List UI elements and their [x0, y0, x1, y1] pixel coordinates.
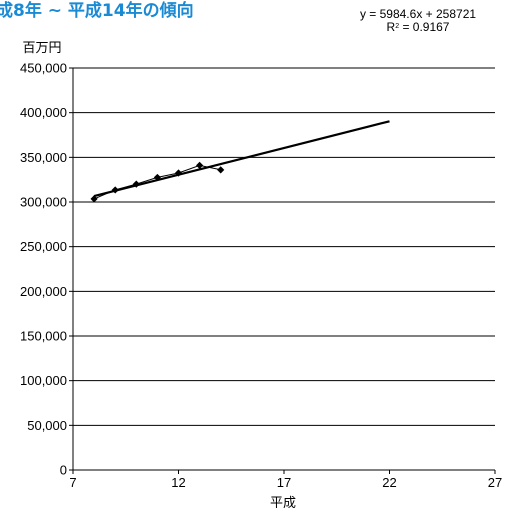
x-tick-label: 12 — [171, 475, 185, 490]
y-tick-label: 50,000 — [27, 418, 67, 433]
data-point — [196, 161, 204, 169]
trendline-formula: y = 5984.6x + 258721 — [359, 7, 477, 21]
y-tick-label: 300,000 — [20, 195, 67, 210]
y-tick-label: 450,000 — [20, 61, 67, 76]
y-tick-label: 400,000 — [20, 105, 67, 120]
trendline — [93, 120, 390, 198]
gridlines — [73, 67, 495, 426]
x-tick-label: 17 — [277, 475, 291, 490]
data-point — [217, 166, 225, 174]
y-tick-label: 250,000 — [20, 239, 67, 254]
y-axis-label: 百万円 — [22, 40, 61, 55]
y-tick-label: 200,000 — [20, 284, 67, 299]
x-tick-label: 22 — [382, 475, 396, 490]
y-tick-label: 150,000 — [20, 329, 67, 344]
axes — [69, 67, 496, 474]
y-tick-label: 0 — [60, 463, 67, 478]
x-tick-label: 27 — [488, 475, 502, 490]
trendline-equation: y = 5984.6x + 258721 R2 = 0.9167 — [338, 8, 498, 34]
x-axis-label: 平成 — [270, 495, 296, 508]
y-tick-labels: 0 50,000 100,000 150,000 200,000 250,000 300,0… — [20, 61, 67, 478]
x-tick-labels: 7 12 17 22 27 — [69, 475, 502, 490]
trendline-r-squared: R2 = 0.9167 — [386, 20, 450, 34]
y-tick-label: 100,000 — [20, 373, 67, 388]
data-point — [90, 195, 98, 203]
y-tick-label: 350,000 — [20, 150, 67, 165]
trendline-group — [93, 120, 390, 198]
series-line — [93, 164, 221, 200]
x-tick-label: 7 — [69, 475, 76, 490]
chart-title: 成8年 ~ 平成14年の傾向 — [0, 1, 194, 21]
